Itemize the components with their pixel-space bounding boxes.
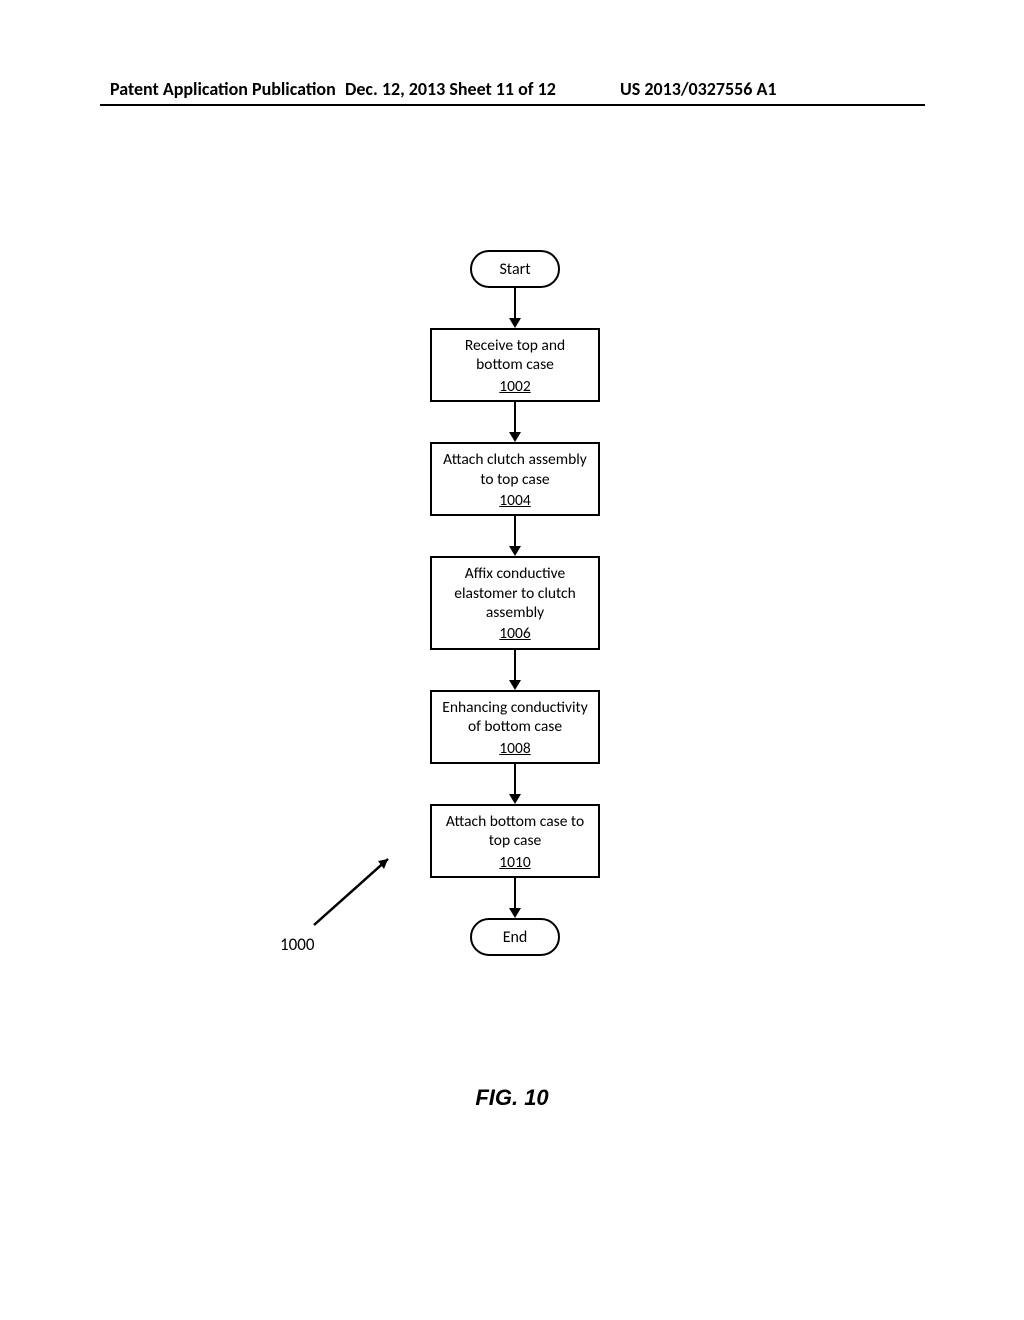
start-label: Start <box>499 260 530 279</box>
header-left-text: Patent Application Publication <box>110 78 336 100</box>
process-1008: Enhancing conductivity of bottom case 10… <box>430 690 600 764</box>
figure-caption: FIG. 10 <box>0 1085 1024 1111</box>
reference-arrow-icon <box>300 845 410 935</box>
process-num: 1002 <box>440 377 590 396</box>
process-num: 1006 <box>440 624 590 643</box>
connector-5 <box>430 878 600 918</box>
connector-3 <box>430 650 600 690</box>
process-text: Receive top and bottom case <box>465 336 565 374</box>
page: Patent Application Publication Dec. 12, … <box>0 0 1024 1320</box>
reference-number: 1000 <box>280 934 314 955</box>
process-num: 1010 <box>440 853 590 872</box>
connector-4 <box>430 764 600 804</box>
process-num: 1004 <box>440 491 590 510</box>
process-text: Attach bottom case to top case <box>446 812 584 850</box>
connector-1 <box>430 402 600 442</box>
header-rule <box>100 104 925 106</box>
process-text: Attach clutch assembly to top case <box>443 450 587 488</box>
terminator-start: Start <box>470 250 560 288</box>
terminator-end: End <box>470 918 560 956</box>
process-text: Enhancing conductivity of bottom case <box>442 698 587 736</box>
process-text: Affix conductive elastomer to clutch ass… <box>454 564 575 622</box>
process-1010: Attach bottom case to top case 1010 <box>430 804 600 878</box>
end-label: End <box>503 928 528 947</box>
process-num: 1008 <box>440 739 590 758</box>
flowchart: Start Receive top and bottom case 1002 A… <box>430 250 600 956</box>
header-right-text: US 2013/0327556 A1 <box>620 78 777 100</box>
header-mid-text: Dec. 12, 2013 Sheet 11 of 12 <box>345 78 556 100</box>
connector-2 <box>430 516 600 556</box>
process-1004: Attach clutch assembly to top case 1004 <box>430 442 600 516</box>
connector-0 <box>430 288 600 328</box>
process-1002: Receive top and bottom case 1002 <box>430 328 600 402</box>
process-1006: Affix conductive elastomer to clutch ass… <box>430 556 600 650</box>
